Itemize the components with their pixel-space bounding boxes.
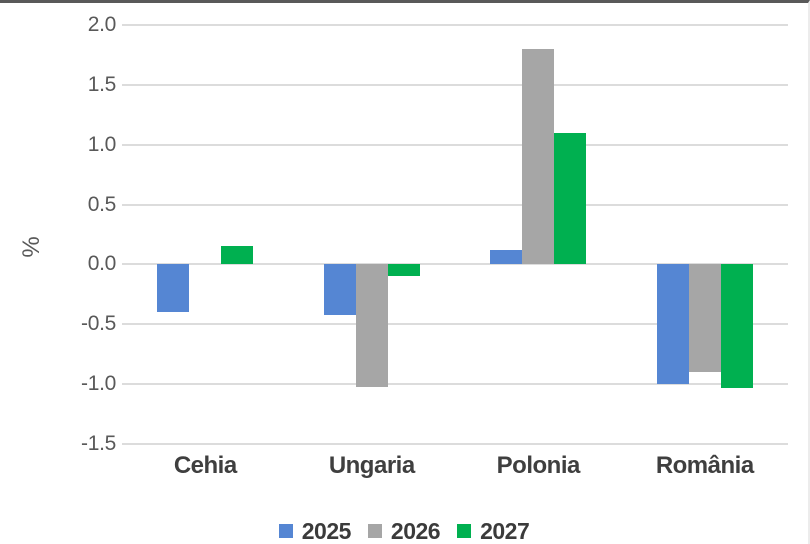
bar-2026-românia <box>688 264 721 373</box>
y-tick-label: -1.0 <box>81 372 116 396</box>
bar-2027-ungaria <box>387 264 420 277</box>
y-tick-label: 2.0 <box>87 13 117 36</box>
gridline-y--1.5 <box>122 443 788 445</box>
y-tick-label: 0.5 <box>87 192 117 216</box>
legend-label-2026: 2026 <box>390 517 441 544</box>
legend-swatch-2026 <box>367 524 382 538</box>
gridline-y-2.0 <box>122 24 788 26</box>
bar-2025-cehia <box>157 264 190 313</box>
gridline-y-1.5 <box>122 83 788 86</box>
x-category-label-românia: România <box>655 452 754 479</box>
x-category-label-cehia: Cehia <box>173 452 237 479</box>
bar-2026-polonia <box>522 48 555 265</box>
legend-item-2025: 2025 <box>278 517 352 544</box>
bar-2027-românia <box>720 264 753 388</box>
bar-2027-polonia <box>554 132 587 265</box>
y-tick-label: 0.0 <box>87 252 117 276</box>
legend-label-2025: 2025 <box>301 517 352 544</box>
legend-item-2026: 2026 <box>367 517 441 544</box>
legend-swatch-2027 <box>457 524 472 538</box>
legend-label-2027: 2027 <box>480 517 530 544</box>
y-tick-label: 1.5 <box>87 72 117 96</box>
plot-area <box>122 24 788 445</box>
y-tick-label: -1.5 <box>81 432 116 455</box>
legend-item-2027: 2027 <box>457 517 530 544</box>
bar-2026-ungaria <box>355 264 388 387</box>
bar-2025-ungaria <box>323 264 356 315</box>
gridline-y-0.5 <box>122 203 788 206</box>
gridline-y-0.0 <box>122 263 788 266</box>
bar-2027-cehia <box>221 246 254 265</box>
y-tick-label: 1.0 <box>87 132 117 156</box>
bar-2025-polonia <box>490 250 523 265</box>
gridline-y--1.0 <box>122 383 788 386</box>
x-category-label-ungaria: Ungaria <box>328 452 415 479</box>
gridline-y-1.0 <box>122 143 788 146</box>
legend-swatch-2025 <box>278 524 293 538</box>
bar-2025-românia <box>656 264 689 385</box>
y-tick-label: -0.5 <box>81 312 116 336</box>
gridline-y--0.5 <box>122 323 788 326</box>
x-category-label-polonia: Polonia <box>496 452 581 479</box>
legend: 2025 2026 2027 <box>0 517 808 544</box>
